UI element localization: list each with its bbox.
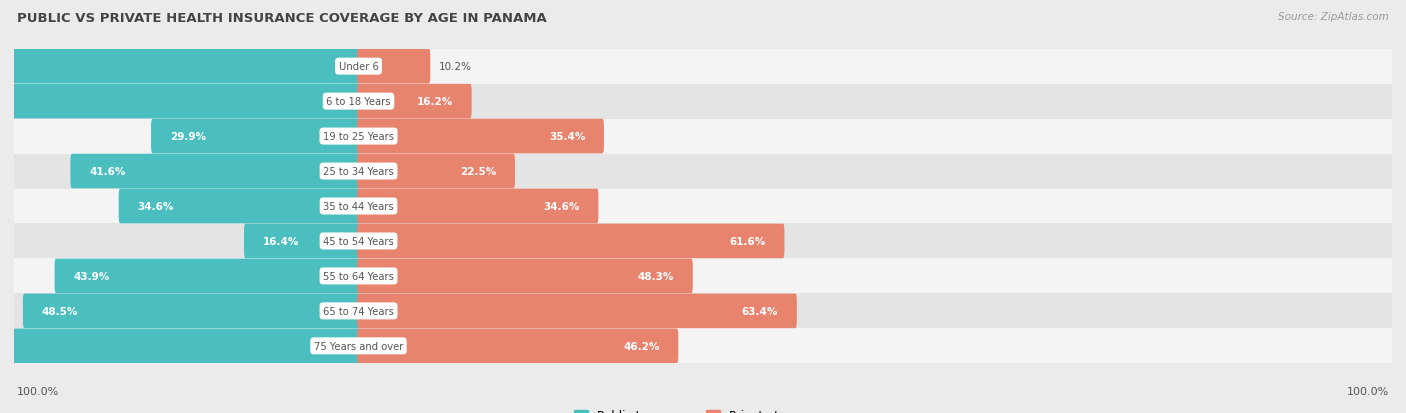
- Text: 41.6%: 41.6%: [89, 166, 125, 177]
- Text: 45 to 54 Years: 45 to 54 Years: [323, 236, 394, 247]
- FancyBboxPatch shape: [357, 50, 430, 84]
- FancyBboxPatch shape: [357, 259, 693, 294]
- Text: 35.4%: 35.4%: [548, 132, 585, 142]
- Bar: [14, 154, 1392, 189]
- Bar: [14, 84, 1392, 119]
- Bar: [14, 119, 1392, 154]
- Text: 16.4%: 16.4%: [263, 236, 299, 247]
- FancyBboxPatch shape: [0, 85, 360, 119]
- FancyBboxPatch shape: [357, 224, 785, 259]
- Text: 48.5%: 48.5%: [42, 306, 77, 316]
- FancyBboxPatch shape: [357, 329, 678, 363]
- FancyBboxPatch shape: [118, 189, 360, 224]
- Text: 35 to 44 Years: 35 to 44 Years: [323, 202, 394, 211]
- Text: 100.0%: 100.0%: [1347, 387, 1389, 396]
- Text: 16.2%: 16.2%: [416, 97, 453, 107]
- Text: 48.3%: 48.3%: [638, 271, 673, 281]
- Text: 19 to 25 Years: 19 to 25 Years: [323, 132, 394, 142]
- Text: 29.9%: 29.9%: [170, 132, 205, 142]
- Text: 75 Years and over: 75 Years and over: [314, 341, 404, 351]
- FancyBboxPatch shape: [0, 50, 360, 84]
- Bar: [14, 50, 1392, 84]
- FancyBboxPatch shape: [357, 294, 797, 328]
- Legend: Public Insurance, Private Insurance: Public Insurance, Private Insurance: [569, 404, 837, 413]
- FancyBboxPatch shape: [357, 85, 471, 119]
- Text: 100.0%: 100.0%: [17, 387, 59, 396]
- Text: 25 to 34 Years: 25 to 34 Years: [323, 166, 394, 177]
- FancyBboxPatch shape: [245, 224, 360, 259]
- Bar: [14, 259, 1392, 294]
- Text: Source: ZipAtlas.com: Source: ZipAtlas.com: [1278, 12, 1389, 22]
- FancyBboxPatch shape: [0, 329, 360, 363]
- FancyBboxPatch shape: [357, 119, 605, 154]
- Text: PUBLIC VS PRIVATE HEALTH INSURANCE COVERAGE BY AGE IN PANAMA: PUBLIC VS PRIVATE HEALTH INSURANCE COVER…: [17, 12, 547, 25]
- Text: 61.6%: 61.6%: [730, 236, 766, 247]
- Text: Under 6: Under 6: [339, 62, 378, 72]
- Text: 55 to 64 Years: 55 to 64 Years: [323, 271, 394, 281]
- FancyBboxPatch shape: [22, 294, 360, 328]
- FancyBboxPatch shape: [357, 189, 599, 224]
- FancyBboxPatch shape: [55, 259, 360, 294]
- Bar: [14, 224, 1392, 259]
- Text: 65 to 74 Years: 65 to 74 Years: [323, 306, 394, 316]
- Bar: [14, 189, 1392, 224]
- FancyBboxPatch shape: [70, 154, 360, 189]
- FancyBboxPatch shape: [357, 154, 515, 189]
- Text: 22.5%: 22.5%: [460, 166, 496, 177]
- Text: 34.6%: 34.6%: [543, 202, 579, 211]
- Text: 63.4%: 63.4%: [742, 306, 778, 316]
- Text: 10.2%: 10.2%: [439, 62, 472, 72]
- Text: 46.2%: 46.2%: [623, 341, 659, 351]
- Bar: [14, 329, 1392, 363]
- Text: 34.6%: 34.6%: [138, 202, 174, 211]
- Text: 43.9%: 43.9%: [73, 271, 110, 281]
- FancyBboxPatch shape: [150, 119, 360, 154]
- Bar: [14, 294, 1392, 329]
- Text: 6 to 18 Years: 6 to 18 Years: [326, 97, 391, 107]
